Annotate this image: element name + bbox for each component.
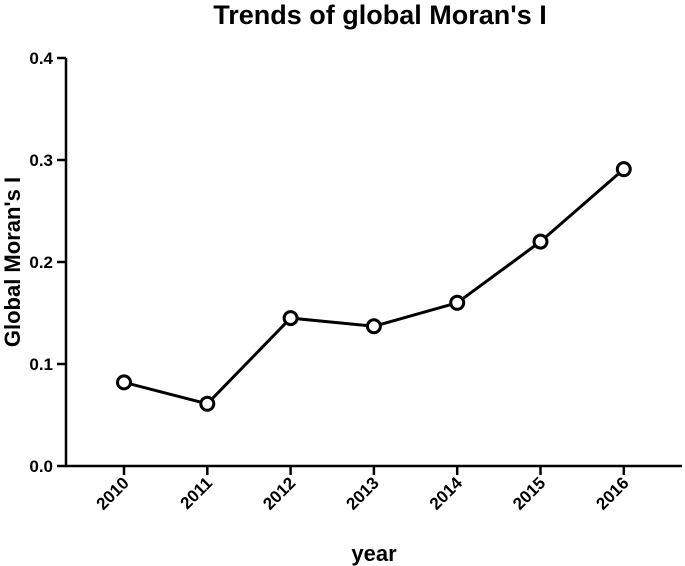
y-ticks: 0.0 0.1 0.2 0.3 0.4: [29, 49, 66, 476]
x-tick-label: 2013: [343, 473, 383, 513]
y-tick-label: 0.1: [29, 355, 53, 374]
x-tick-label: 2016: [592, 473, 632, 513]
x-tick-label: 2015: [509, 473, 549, 513]
y-axis-label: Global Moran's I: [0, 177, 25, 347]
y-tick-label: 0.2: [29, 253, 53, 272]
x-tick-label: 2012: [259, 473, 299, 513]
data-point-2014: [449, 294, 466, 311]
series-group: [116, 161, 632, 412]
x-tick-label: 2014: [426, 473, 467, 514]
data-point-2011: [199, 395, 216, 412]
x-axis-label: year: [351, 541, 397, 566]
x-tick-label: 2010: [93, 473, 133, 513]
data-point-2012: [282, 310, 299, 327]
data-point-2013: [365, 318, 382, 335]
chart-title: Trends of global Moran's I: [213, 0, 546, 30]
y-tick-label: 0.0: [29, 457, 53, 476]
x-ticks: 2010 2011 2012 2013 2014 2015 2016: [93, 466, 633, 514]
data-point-2015: [532, 233, 549, 250]
x-tick-label: 2011: [177, 473, 217, 513]
data-point-2010: [116, 374, 132, 391]
series-line: [123, 168, 625, 406]
data-point-2016: [615, 161, 632, 178]
y-tick-label: 0.3: [29, 151, 53, 170]
y-tick-label: 0.4: [29, 49, 53, 68]
